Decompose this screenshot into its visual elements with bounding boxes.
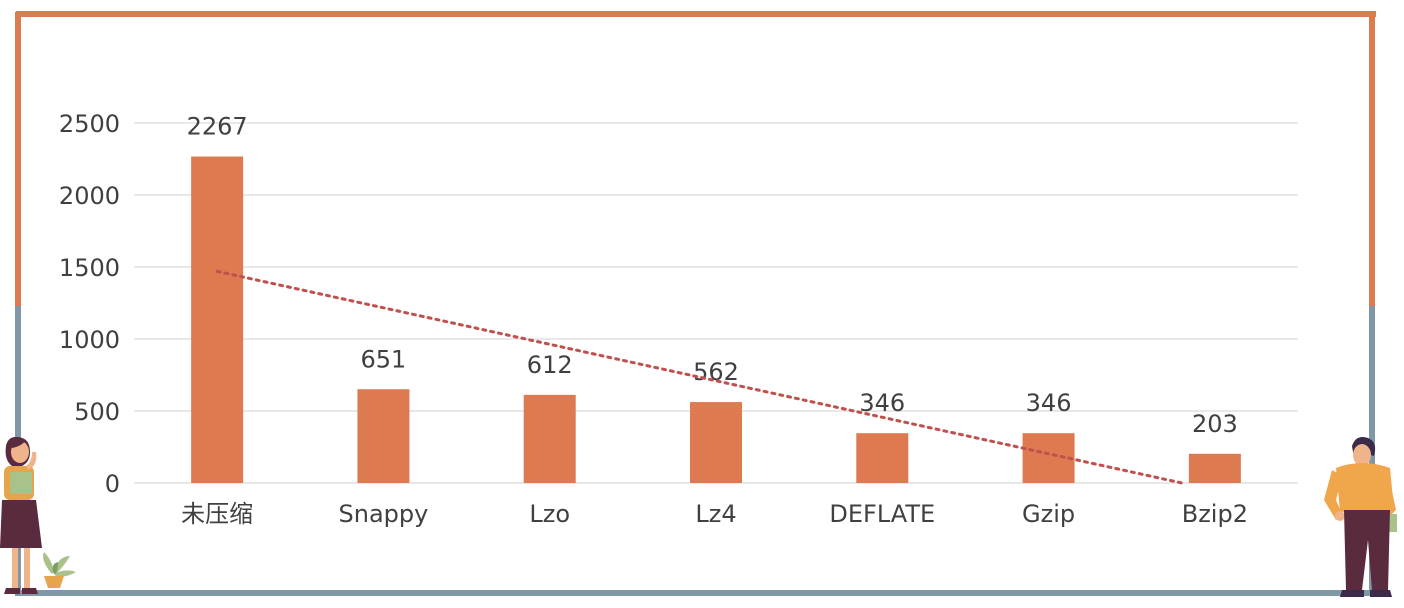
- x-tick-label: 未压缩: [181, 500, 253, 528]
- x-tick-label: DEFLATE: [829, 500, 935, 528]
- x-tick-label: Bzip2: [1182, 500, 1248, 528]
- data-label: 612: [527, 351, 573, 379]
- y-tick-label: 2500: [59, 110, 120, 138]
- gridlines: [134, 122, 1298, 484]
- x-axis-ticks: 未压缩 Snappy Lzo Lz4 DEFLATE Gzip Bzip2: [181, 500, 1248, 528]
- x-tick-label: Snappy: [339, 500, 429, 528]
- data-label: 2267: [187, 113, 248, 141]
- x-tick-label: Gzip: [1022, 500, 1075, 528]
- y-tick-label: 1500: [59, 254, 120, 282]
- bar-6: [1188, 453, 1241, 483]
- y-tick-label: 2000: [59, 182, 120, 210]
- woman-holding-book-illustration: [0, 436, 42, 594]
- x-tick-label: Lz4: [695, 500, 736, 528]
- trendline: [215, 269, 1184, 485]
- bar-2: [523, 394, 576, 483]
- x-tick-label: Lzo: [529, 500, 570, 528]
- bar-3: [690, 402, 742, 483]
- y-tick-label: 500: [74, 398, 120, 426]
- bars: [191, 156, 1241, 483]
- man-holding-card-illustration: [1324, 437, 1397, 597]
- bar-4: [856, 433, 909, 483]
- data-label: 203: [1192, 410, 1238, 438]
- bar-1: [357, 389, 410, 483]
- data-label: 651: [361, 345, 407, 373]
- y-axis-ticks: 0 500 1000 1500 2000 2500: [59, 110, 120, 498]
- potted-plant-illustration: [43, 552, 76, 588]
- data-label: 346: [1026, 389, 1072, 417]
- bar-5: [1022, 433, 1075, 483]
- bar-0: [191, 156, 244, 483]
- trendline-path: [215, 269, 1184, 485]
- y-tick-label: 1000: [59, 326, 120, 354]
- y-tick-label: 0: [105, 470, 120, 498]
